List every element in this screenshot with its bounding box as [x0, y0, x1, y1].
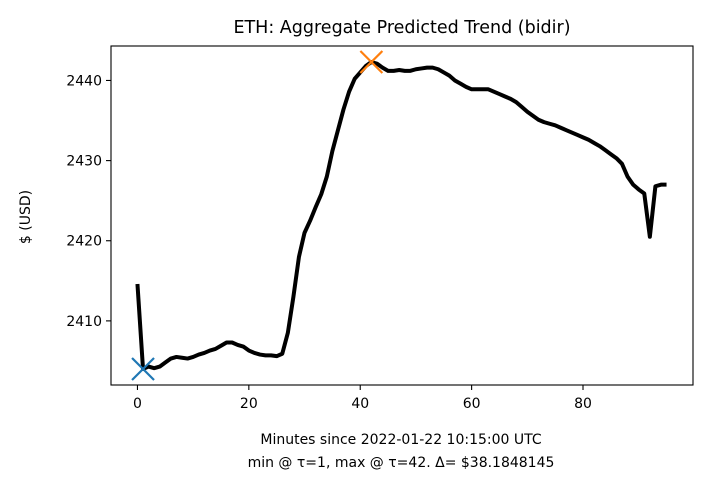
x-tick-label: 60 [463, 396, 481, 412]
x-tick-label: 80 [574, 396, 592, 412]
x-tick-label: 20 [240, 396, 258, 412]
y-axis-label: $ (USD) [18, 190, 34, 244]
y-axis: 2410 2420 2430 2440 [66, 73, 111, 330]
x-axis: 0 20 40 60 80 [133, 385, 592, 412]
chart-title: ETH: Aggregate Predicted Trend (bidir) [233, 18, 570, 38]
x-axis-label: Minutes since 2022-01-22 10:15:00 UTC [260, 432, 541, 448]
y-tick-label: 2410 [66, 314, 102, 330]
y-tick-label: 2430 [66, 154, 102, 170]
max-marker [359, 50, 384, 74]
min-marker [131, 357, 155, 381]
x-tick-label: 0 [133, 396, 142, 412]
plot-frame [110, 45, 694, 386]
x-axis-sublabel: min @ τ=1, max @ τ=42. Δ= $38.1848145 [248, 455, 555, 471]
series-line-0 [135, 60, 667, 371]
y-tick-label: 2440 [66, 73, 102, 89]
x-tick-label: 40 [351, 396, 369, 412]
y-tick-label: 2420 [66, 234, 102, 250]
plot-area [110, 45, 694, 386]
